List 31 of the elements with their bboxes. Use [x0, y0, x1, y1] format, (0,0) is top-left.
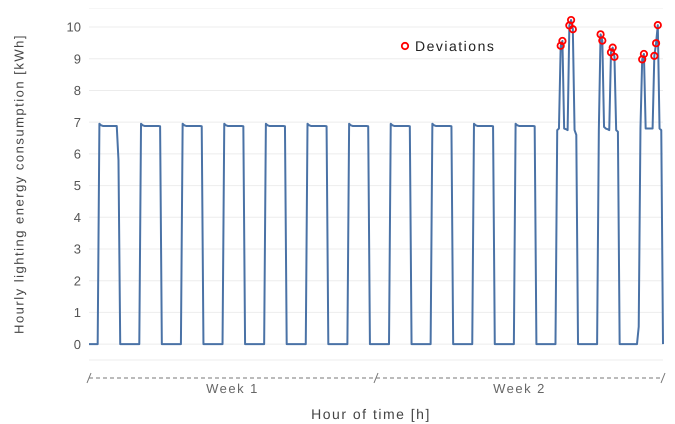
y-tick-label: 7 [74, 114, 81, 130]
point [558, 36, 567, 46]
point [652, 39, 660, 48]
point [640, 50, 648, 58]
point [650, 52, 658, 60]
y-tick-label: 8 [74, 83, 81, 98]
point [638, 55, 646, 64]
point [598, 36, 606, 45]
y-tick-label: 4 [74, 210, 81, 225]
text: Week 1 [206, 381, 259, 396]
y-axis-title: Hourly lighting energy consumption [kWh] [12, 34, 27, 334]
point [606, 48, 616, 56]
y-tick-label: 10 [66, 20, 81, 35]
point [556, 42, 565, 50]
y-tick-label: 6 [74, 146, 81, 162]
x-axis-title: Hour of time [h] [311, 406, 431, 422]
point [596, 30, 605, 38]
point [610, 52, 619, 61]
point [608, 44, 617, 52]
point [654, 21, 662, 30]
legend-label: Deviations [415, 38, 496, 54]
point [568, 25, 577, 34]
point [566, 16, 576, 24]
y-tick-label: 9 [74, 51, 81, 66]
y-tick-label: 0 [74, 336, 81, 352]
y-tick-label: 5 [74, 178, 81, 194]
y-tick-label: 2 [74, 273, 81, 288]
y-tick-label: 1 [74, 305, 81, 320]
text: Week 2 [493, 381, 546, 396]
point [565, 21, 574, 30]
y-tick-label: 3 [74, 242, 81, 257]
